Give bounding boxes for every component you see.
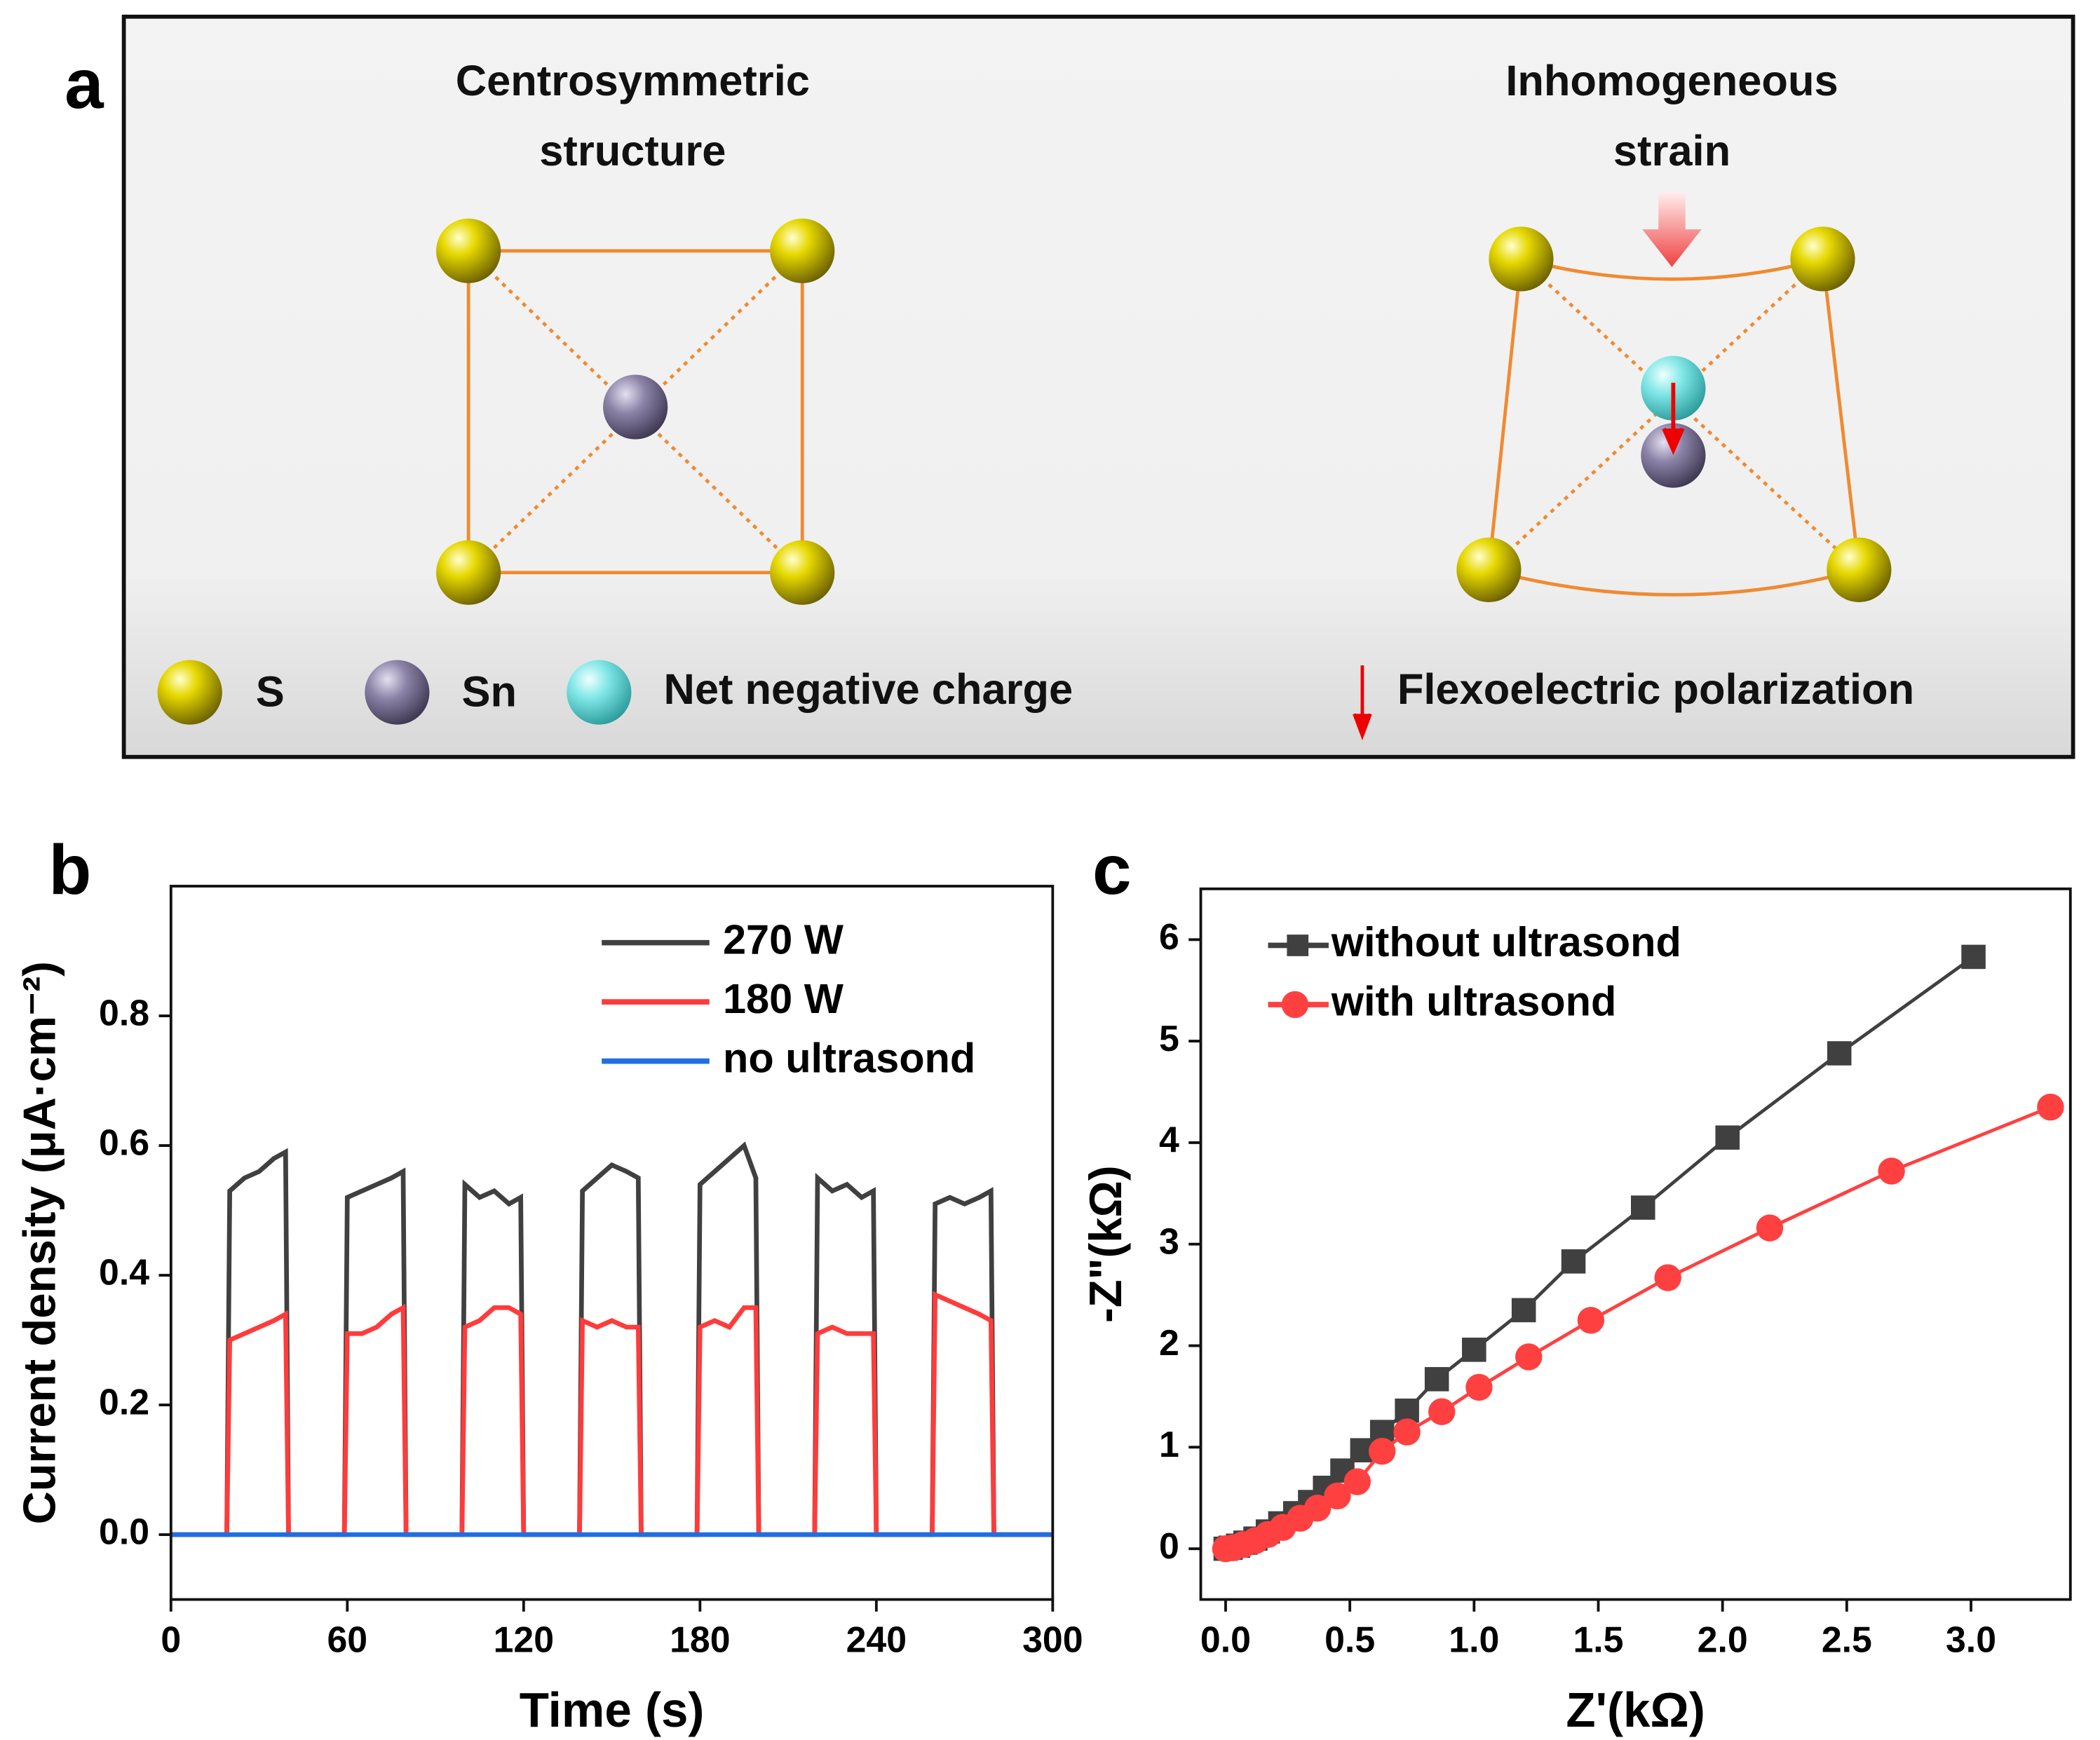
marker — [1961, 944, 1986, 970]
panel-label: b — [48, 831, 91, 909]
y-axis-label: Current density (μA·cm⁻²) — [14, 961, 65, 1524]
marker — [1511, 1298, 1536, 1323]
y-axis-label: -Z"(kΩ) — [1080, 1165, 1131, 1323]
series-line — [170, 1291, 1053, 1537]
marker — [1654, 1264, 1681, 1291]
x-tick-label: 300 — [1022, 1619, 1083, 1660]
x-tick-label: 2.5 — [1822, 1619, 1872, 1660]
marker — [1324, 1482, 1351, 1510]
y-tick-label: 0.4 — [99, 1252, 149, 1293]
marker — [1561, 1249, 1586, 1274]
x-tick-label: 1.5 — [1573, 1619, 1623, 1660]
y-tick-label: 3 — [1159, 1221, 1179, 1261]
legend-label: 180 W — [723, 975, 844, 1022]
x-axis-label: Time (s) — [520, 1683, 705, 1737]
marker — [1462, 1338, 1486, 1362]
y-tick-label: 2 — [1159, 1322, 1179, 1363]
panel-a: a Centrosymmetric structure Inhomogeneou… — [65, 14, 2075, 759]
structure-title: structure — [539, 127, 726, 175]
x-tick-label: 0.5 — [1325, 1619, 1375, 1660]
panel-label: c — [1092, 831, 1132, 909]
y-tick-label: 0.6 — [99, 1122, 149, 1163]
marker — [1515, 1343, 1543, 1371]
y-tick-label: 0.0 — [99, 1511, 149, 1552]
series-line — [170, 1141, 1053, 1537]
x-tick-label: 0 — [161, 1619, 181, 1660]
strain-title: strain — [1613, 127, 1730, 175]
plot-frame — [1199, 887, 2072, 1601]
marker — [1715, 1125, 1740, 1150]
x-axis-label: Z'(kΩ) — [1566, 1683, 1705, 1737]
legend-label: Flexoelectric polarization — [1397, 665, 1914, 714]
atoms — [436, 191, 1892, 605]
marker — [2037, 1094, 2064, 1121]
structure-title: Centrosymmetric — [456, 57, 810, 105]
marker — [1577, 1307, 1605, 1334]
y-tick-label: 6 — [1159, 916, 1179, 957]
marker — [1428, 1398, 1456, 1425]
marker — [1303, 1495, 1332, 1522]
marker — [1465, 1373, 1493, 1401]
y-tick-label: 0 — [1159, 1525, 1179, 1566]
x-tick-label: 240 — [846, 1619, 907, 1660]
x-tick-label: 2.0 — [1698, 1619, 1748, 1660]
y-tick-label: 0.2 — [99, 1382, 149, 1422]
panel-label: a — [65, 46, 104, 123]
marker — [1424, 1367, 1449, 1392]
legend-label: without ultrasond — [1331, 918, 1681, 965]
x-tick-label: 0.0 — [1200, 1619, 1251, 1660]
legend-a: S Sn Net negative charge Flexoelectric p… — [157, 660, 1914, 740]
marker — [1878, 1157, 1905, 1185]
x-tick-label: 120 — [494, 1619, 554, 1660]
y-tick-label: 4 — [1159, 1120, 1179, 1160]
x-tick-label: 3.0 — [1946, 1619, 1996, 1660]
legend-label: no ultrasond — [723, 1034, 975, 1081]
panel-frame — [121, 14, 2075, 759]
y-tick-label: 5 — [1159, 1018, 1179, 1059]
plot-frame — [169, 885, 1055, 1601]
legend-label: S — [256, 668, 285, 716]
lattice-left — [466, 249, 804, 575]
legend-marker — [1287, 934, 1309, 956]
x-tick-label: 60 — [327, 1619, 367, 1660]
legend-label: Net negative charge — [663, 665, 1073, 714]
marker — [1827, 1041, 1852, 1066]
marker — [1343, 1468, 1371, 1495]
x-tick-label: 1.0 — [1449, 1619, 1499, 1660]
marker — [1369, 1437, 1396, 1465]
marker — [1393, 1418, 1421, 1446]
marker — [1630, 1195, 1655, 1220]
legend-marker — [1281, 991, 1309, 1019]
legend-label: Sn — [462, 668, 517, 716]
x-tick-label: 180 — [670, 1619, 730, 1660]
legend-label: with ultrasond — [1331, 978, 1617, 1025]
strain-title: Inhomogeneous — [1505, 57, 1838, 105]
y-tick-label: 0.8 — [99, 993, 149, 1033]
y-tick-label: 1 — [1159, 1424, 1179, 1464]
legend-label: 270 W — [723, 916, 844, 963]
marker — [1756, 1214, 1784, 1242]
